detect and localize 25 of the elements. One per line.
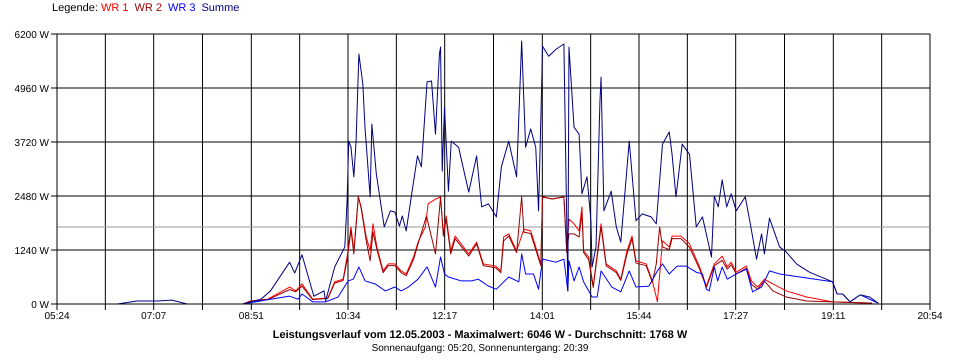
text: WR 2 (134, 2, 162, 14)
text: WR 1 (100, 2, 128, 14)
x-tick-label: 10:34 (335, 311, 361, 322)
y-tick-label: 0 W (31, 300, 50, 311)
x-tick-label: 08:51 (238, 311, 264, 322)
text: Leistungsverlauf vom 12.05.2003 - Maximalwert: 6046 W - Durchschnitt: 1768 W (272, 329, 688, 341)
line-series (242, 196, 872, 304)
text: WR 3 (168, 2, 196, 14)
text: Summe (201, 2, 240, 14)
x-tick-label: 15:44 (626, 311, 652, 322)
x-tick-label: 14:01 (530, 311, 556, 322)
x-tick-label: 19:11 (821, 311, 846, 322)
line-series (116, 40, 879, 304)
text: Sonnenaufgang: 05:20, Sonnenuntergang: 20:39 (370, 343, 590, 354)
x-tick-label: 05:24 (44, 311, 70, 322)
legend-title: Legende: (52, 2, 99, 14)
x-tick-label: 17:27 (723, 311, 749, 322)
y-tick-label: 3720 W (14, 138, 50, 149)
x-tick-label: 12:17 (432, 311, 458, 322)
y-tick-label: 1240 W (14, 246, 50, 257)
y-tick-label: 2480 W (14, 192, 50, 203)
y-tick-label: 4960 W (14, 84, 50, 95)
x-tick-label: 20:54 (917, 311, 943, 322)
y-tick-label: 6200 W (14, 30, 50, 41)
x-tick-label: 07:07 (141, 311, 167, 322)
